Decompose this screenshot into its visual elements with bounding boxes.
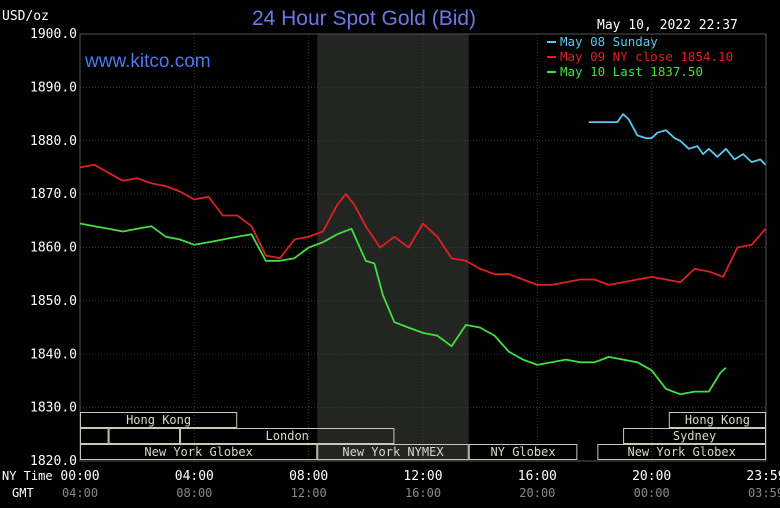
y-tick-label: 1820.0: [30, 454, 77, 469]
series-line-2: [79, 222, 727, 396]
market-sessions: Hong Kong Hong Kong London Sydney New York G…: [80, 412, 766, 460]
chart-timestamp: May 10, 2022 22:37: [597, 18, 738, 33]
session-label: London: [266, 429, 309, 443]
session-label: New York Globex: [627, 445, 735, 459]
session-box: [80, 428, 109, 444]
x-tick-label-gmt: 03:59: [748, 486, 780, 500]
x-tick-label-ny: 04:00: [175, 469, 214, 484]
session-box: [108, 428, 181, 444]
chart-title: 24 Hour Spot Gold (Bid): [252, 7, 476, 30]
session-label: Hong Kong: [685, 413, 750, 427]
session-label: NY Globex: [491, 445, 556, 459]
plot-border: [79, 33, 767, 462]
y-tick-label: 1900.0: [30, 27, 77, 42]
ny-time-label: NY Time: [2, 469, 53, 483]
y-tick-label: 1830.0: [30, 401, 77, 416]
y-tick-label: 1890.0: [30, 80, 77, 95]
x-tick-label-gmt: 20:00: [519, 486, 555, 500]
session-label: Sydney: [673, 429, 716, 443]
x-tick-label-ny: 00:00: [60, 469, 99, 484]
x-tick-label-gmt: 04:00: [62, 486, 98, 500]
x-tick-label-gmt: 12:00: [291, 486, 327, 500]
session-box: [597, 444, 766, 460]
legend-entry: May 08 Sunday: [560, 34, 658, 49]
session-box: [180, 428, 395, 444]
x-tick-labels: 00:00 04:00 08:00 12:00 16:00 20:00 23:59 04:00…: [60, 469, 780, 500]
y-tick-label: 1880.0: [30, 134, 77, 149]
x-tick-label-ny: 20:00: [632, 469, 671, 484]
y-tick-labels: 1900.0 1890.0 1880.0 1870.0 1860.0 1850.0 1840…: [30, 27, 77, 469]
session-box: [468, 444, 578, 460]
session-label: New York Globex: [144, 445, 252, 459]
legend-entry: May 10 Last 1837.50: [560, 64, 703, 79]
y-tick-label: 1850.0: [30, 294, 77, 309]
x-tick-label-ny: 16:00: [518, 469, 557, 484]
session-box: [623, 428, 766, 444]
y-tick-label: 1870.0: [30, 187, 77, 202]
gmt-label: GMT: [12, 486, 34, 500]
series-line-0: [588, 113, 767, 166]
x-tick-label-ny: 23:59: [746, 469, 780, 484]
x-tick-label-ny: 12:00: [403, 469, 442, 484]
y-axis-label: USD/oz: [2, 9, 49, 24]
legend-entry: May 09 NY close 1854.10: [560, 49, 733, 64]
website-watermark: www.kitco.com: [84, 51, 211, 72]
x-tick-label-gmt: 16:00: [405, 486, 441, 500]
session-label: New York NYMEX: [342, 445, 444, 459]
y-tick-label: 1840.0: [30, 347, 77, 362]
x-tick-label-ny: 08:00: [289, 469, 328, 484]
session-box: [668, 412, 766, 428]
session-box: [317, 444, 469, 460]
series-line-1: [79, 163, 767, 286]
x-tick-label-gmt: 08:00: [176, 486, 212, 500]
y-tick-label: 1860.0: [30, 241, 77, 256]
session-box: [80, 412, 238, 428]
series-lines: [79, 113, 767, 396]
session-box: [80, 444, 318, 460]
x-tick-label-gmt: 00:00: [634, 486, 670, 500]
session-label: Hong Kong: [126, 413, 191, 427]
